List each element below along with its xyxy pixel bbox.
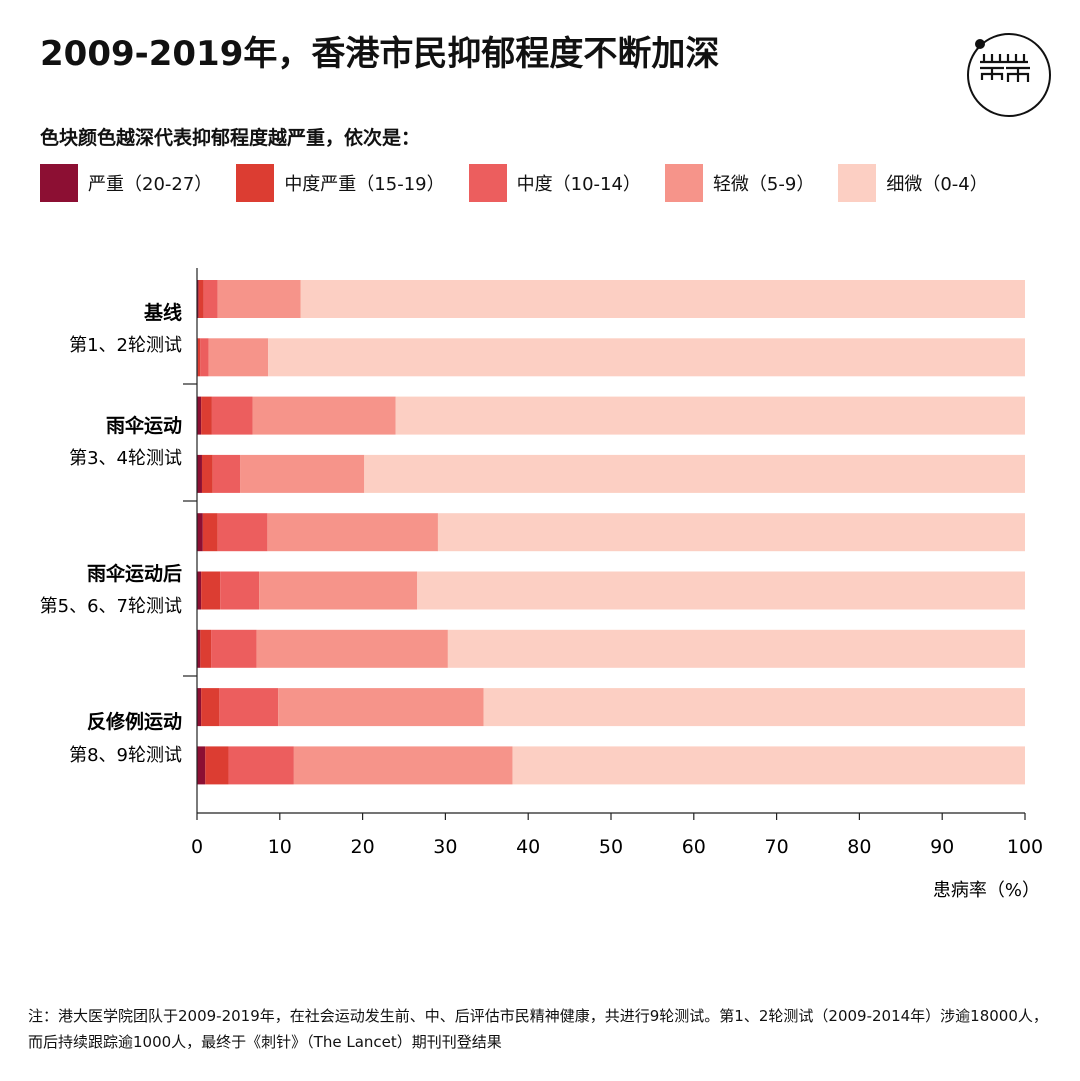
bar-segment-severe	[197, 280, 199, 318]
x-tick-label: 90	[930, 836, 954, 858]
bar-segment-severe	[197, 513, 203, 552]
group-dividers	[183, 383, 197, 677]
bar-segment-minimal	[268, 338, 1025, 377]
legend-label-moderately-severe: 中度严重（15-19）	[284, 174, 445, 195]
x-tick-label: 40	[516, 836, 540, 858]
bar-segment-moderately-severe	[201, 688, 220, 727]
bar-segment-moderately-severe	[202, 513, 218, 552]
legend-item-minimal: 细微（0-4）	[838, 164, 988, 202]
x-tick-label: 70	[765, 836, 789, 858]
bar-segment-minimal	[437, 513, 1025, 552]
bar-segment-severe	[197, 396, 202, 435]
bar-segment-mild	[208, 338, 269, 377]
bar-segment-severe	[197, 629, 201, 668]
chart-title: 2009-2019年，香港市民抑郁程度不断加深	[40, 34, 720, 74]
initium-logo-icon	[966, 32, 1052, 118]
x-tick-label: 100	[1007, 836, 1043, 858]
legend-label-severe: 严重（20-27）	[88, 174, 213, 195]
bars-layer	[197, 280, 1026, 785]
x-tick-label: 80	[847, 836, 871, 858]
legend-swatch-moderately-severe	[236, 164, 275, 202]
legend-swatch-moderate	[468, 164, 507, 202]
bar-segment-moderate	[203, 280, 218, 318]
bar-segment-minimal	[395, 396, 1026, 435]
group-title-post-umbrella: 雨伞运动后	[87, 562, 182, 585]
group-title-baseline: 基线	[143, 301, 182, 324]
legend-item-moderate: 中度（10-14）	[468, 164, 641, 202]
bar-segment-minimal	[483, 688, 1025, 727]
group-subtitle-baseline: 第1、2轮测试	[69, 335, 182, 356]
bar-segment-moderately-severe	[205, 746, 229, 785]
bar-segment-minimal	[417, 571, 1025, 610]
legend: 严重（20-27） 中度严重（15-19） 中度（10-14） 轻微（5-9） …	[40, 164, 1012, 202]
bar-segment-severe	[197, 688, 202, 727]
bar-segment-moderate	[212, 454, 241, 493]
stacked-bar-chart: 0 10 20 30 40 50 60 70 80 90 100 基线 第1、2轮测试 雨伞运动 第…	[40, 268, 1043, 901]
group-subtitle-anti-elab: 第8、9轮测试	[69, 745, 182, 766]
legend-title: 色块颜色越深代表抑郁程度越严重，依次是：	[40, 127, 421, 149]
bar-segment-mild	[252, 396, 396, 435]
bar-segment-severe	[197, 454, 202, 493]
group-title-umbrella: 雨伞运动	[106, 414, 182, 437]
legend-label-mild: 轻微（5-9）	[712, 174, 815, 195]
x-tick-label: 20	[351, 836, 375, 858]
bar-segment-moderate	[219, 688, 279, 727]
bar-segment-mild	[293, 746, 513, 785]
legend-item-severe: 严重（20-27）	[40, 164, 212, 202]
legend-label-moderate: 中度（10-14）	[516, 174, 641, 195]
bar-segment-minimal	[447, 629, 1025, 668]
bar-segment-mild	[259, 571, 418, 610]
group-subtitle-post-umbrella: 第5、6、7轮测试	[40, 596, 182, 617]
bar-segment-minimal	[364, 454, 1026, 493]
legend-swatch-mild	[664, 164, 703, 202]
bar-segment-moderately-severe	[198, 280, 204, 318]
bar-segment-moderately-severe	[201, 571, 221, 610]
x-tick-label: 60	[682, 836, 706, 858]
legend-item-mild: 轻微（5-9）	[664, 164, 815, 202]
x-ticks-layer: 0 10 20 30 40 50 60 70 80 90 100	[191, 813, 1043, 858]
bar-segment-minimal	[512, 746, 1025, 785]
bar-segment-moderately-severe	[201, 396, 212, 435]
bar-segment-moderate	[200, 338, 209, 377]
bar-segment-moderate	[211, 396, 253, 435]
legend-swatch-severe	[40, 164, 78, 202]
bar-segment-moderate	[217, 513, 268, 552]
bar-segment-mild	[240, 454, 365, 493]
bar-segment-moderately-severe	[200, 629, 212, 668]
bar-segment-mild	[217, 280, 301, 318]
x-tick-label: 30	[433, 836, 457, 858]
group-labels-layer: 基线 第1、2轮测试 雨伞运动 第3、4轮测试 雨伞运动后 第5、6、7轮测试 …	[40, 301, 182, 766]
legend-label-minimal: 细微（0-4）	[886, 174, 988, 195]
group-title-anti-elab: 反修例运动	[87, 710, 182, 733]
bar-segment-moderate	[228, 746, 294, 785]
x-tick-label: 50	[599, 836, 623, 858]
group-subtitle-umbrella: 第3、4轮测试	[69, 448, 182, 469]
bar-segment-moderately-severe	[197, 338, 201, 377]
x-tick-label: 10	[268, 836, 292, 858]
x-axis-label: 患病率（%）	[933, 880, 1040, 901]
x-tick-label: 0	[191, 836, 203, 858]
bar-segment-severe	[197, 746, 206, 785]
bar-segment-moderate	[220, 571, 260, 610]
legend-item-moderately-severe: 中度严重（15-19）	[236, 164, 445, 202]
bar-segment-mild	[267, 513, 438, 552]
bar-segment-mild	[256, 629, 448, 668]
bar-segment-minimal	[300, 280, 1025, 318]
legend-swatch-minimal	[838, 164, 877, 202]
bar-segment-severe	[197, 571, 202, 610]
bar-segment-moderate	[211, 629, 257, 668]
bar-segment-moderately-severe	[201, 454, 213, 493]
bar-segment-mild	[278, 688, 484, 727]
footnote: 注：港大医学院团队于2009-2019年，在社会运动发生前、中、后评估市民精神健…	[28, 1007, 1048, 1051]
